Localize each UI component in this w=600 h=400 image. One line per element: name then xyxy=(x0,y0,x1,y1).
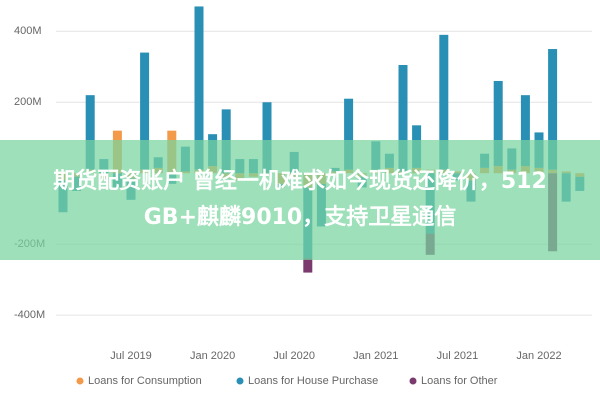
legend-label: Loans for House Purchase xyxy=(248,375,378,387)
bar-segment xyxy=(344,98,354,170)
bar-segment xyxy=(439,34,449,170)
legend-marker xyxy=(236,377,244,385)
x-tick-label: Jan 2022 xyxy=(516,350,561,362)
x-tick-label: Jan 2021 xyxy=(353,350,398,362)
legend-marker xyxy=(76,377,84,385)
bar-segment xyxy=(303,258,313,273)
banner-line: GB+麒麟9010，支持卫星通信 xyxy=(143,205,457,230)
legend-label: Loans for Other xyxy=(421,375,498,387)
x-tick-label: Jul 2021 xyxy=(437,350,479,362)
x-tick-label: Jan 2020 xyxy=(190,350,235,362)
bar-segment xyxy=(520,95,530,167)
bar-segment xyxy=(548,49,558,170)
bar-segment xyxy=(140,52,150,170)
legend-label: Loans for Consumption xyxy=(88,375,202,387)
y-tick-label: -400M xyxy=(14,309,45,321)
bar-segment xyxy=(194,6,204,170)
legend-marker xyxy=(409,377,417,385)
bar-segment xyxy=(85,95,95,170)
overlay-banner: 期货配资账户 曾经一机难求如今现货还降价，512 GB+麒麟9010，支持卫星通… xyxy=(0,140,600,260)
x-tick-label: Jul 2019 xyxy=(110,350,152,362)
banner-line: 期货配资账户 曾经一机难求如今现货还降价，512 xyxy=(53,169,547,194)
bar-segment xyxy=(262,102,272,174)
y-tick-label: 200M xyxy=(14,96,42,108)
y-tick-label: 400M xyxy=(14,25,42,37)
bar-segment xyxy=(493,80,503,167)
bar-segment xyxy=(398,65,408,172)
x-tick-label: Jul 2020 xyxy=(273,350,315,362)
